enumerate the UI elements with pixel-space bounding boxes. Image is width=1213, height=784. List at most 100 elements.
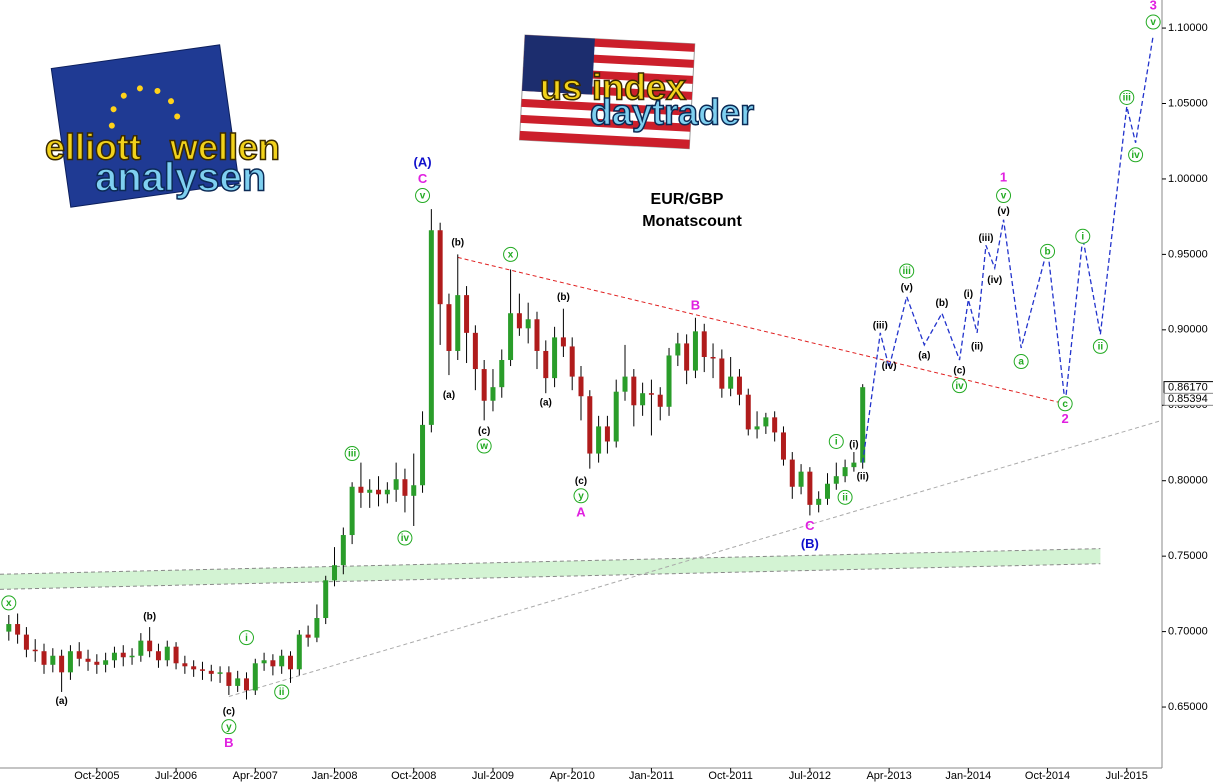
wave-circle: [1128, 147, 1144, 163]
candle-body: [763, 417, 769, 427]
candle-body: [508, 313, 514, 361]
candle-body: [560, 337, 566, 347]
wave-circle: [952, 378, 968, 394]
candle-body: [640, 393, 646, 406]
wave-circle: [1145, 14, 1161, 30]
candle-body: [155, 651, 161, 661]
chart-title: EUR/GBP: [651, 191, 724, 208]
x-tick-label: Jan-2008: [312, 770, 358, 782]
candle-body: [402, 479, 408, 496]
candle-body: [657, 394, 663, 407]
wave-label: (B): [801, 536, 819, 551]
wave-label: (i): [849, 440, 858, 451]
flag-canton: [522, 35, 595, 95]
candle-body: [789, 459, 795, 487]
wave-label: ii: [1098, 342, 1104, 353]
chart-subtitle: Monatscount: [642, 213, 742, 230]
candle-body: [6, 624, 12, 632]
wave-label: v: [1150, 17, 1156, 28]
wave-label: (A): [414, 154, 432, 169]
candle-body: [85, 658, 91, 662]
wave-label: 2: [1062, 411, 1069, 426]
wave-label: iv: [401, 533, 410, 544]
wave-label: iii: [1123, 93, 1132, 104]
wave-label: (ii): [857, 471, 869, 482]
wave-label: (a): [443, 390, 455, 401]
candle-body: [728, 376, 734, 389]
wave-label: B: [691, 298, 700, 313]
wave-label: y: [226, 722, 232, 733]
y-tick-label: 0.70000: [1168, 626, 1208, 638]
wave-circle: [274, 684, 290, 700]
wave-circle: [996, 188, 1012, 204]
wave-label: ii: [842, 492, 848, 503]
wave-label: 1: [1000, 169, 1007, 184]
candle-body: [464, 295, 470, 333]
wave-label: i: [835, 437, 838, 448]
logo-text: daytrader: [590, 92, 754, 133]
wave-label: ii: [279, 687, 285, 698]
wave-label: B: [224, 735, 233, 750]
candle-body: [279, 655, 285, 667]
wave-circle: [1057, 396, 1073, 412]
wave-circle: [238, 630, 254, 646]
candle-body: [76, 651, 82, 659]
x-tick-label: Jan-2014: [945, 770, 991, 782]
band-edge: [0, 563, 1101, 590]
wave-label: y: [578, 491, 584, 502]
wave-circle: [1, 595, 17, 611]
x-tick-label: Apr-2013: [866, 770, 911, 782]
wave-label: a: [1018, 357, 1024, 368]
wave-label: (c): [223, 707, 235, 718]
candle-body: [226, 672, 232, 686]
candle-body: [780, 432, 786, 460]
wave-label: iv: [1131, 150, 1140, 161]
wave-label: (i): [964, 289, 973, 300]
logo-text: us index: [540, 67, 686, 108]
wave-circle: [1040, 243, 1056, 259]
candle-body: [428, 230, 434, 425]
candle-body: [164, 646, 170, 661]
candle-body: [103, 660, 109, 665]
x-tick-label: Oct-2008: [391, 770, 436, 782]
y-tick-label: 0.75000: [1168, 550, 1208, 562]
candle-body: [393, 479, 399, 490]
wave-label: (c): [478, 426, 490, 437]
us-flag: [518, 34, 696, 150]
candle-body: [525, 319, 531, 329]
candle-body: [446, 304, 452, 351]
wave-label: i: [1081, 231, 1084, 242]
candle-body: [719, 358, 725, 389]
candle-body: [552, 337, 558, 379]
wave-label: C: [805, 518, 815, 533]
candle-body: [199, 669, 205, 671]
wave-label: (b): [557, 292, 570, 303]
candle-body: [129, 655, 135, 658]
wave-circle: [344, 446, 360, 462]
wave-label: (iii): [873, 320, 888, 331]
candle-body: [701, 331, 707, 357]
wave-label: (b): [143, 612, 156, 623]
wave-label: c: [1062, 399, 1068, 410]
candle-body: [851, 462, 857, 468]
x-tick-label: Oct-2014: [1025, 770, 1070, 782]
candle-body: [596, 426, 602, 454]
candle-body: [587, 396, 593, 454]
wave-label: iii: [903, 266, 912, 277]
candle-body: [807, 471, 813, 505]
wave-label: C: [418, 171, 428, 186]
candle-body: [349, 486, 355, 536]
wave-circle: [503, 246, 519, 262]
x-tick-label: Jul-2009: [472, 770, 514, 782]
wave-label: x: [508, 250, 514, 261]
candle-body: [147, 640, 153, 652]
candle-body: [32, 649, 38, 652]
candle-body: [111, 652, 117, 661]
logo-text: elliott: [45, 127, 141, 168]
candle-body: [578, 376, 584, 397]
x-tick-label: Oct-2011: [708, 770, 752, 782]
candle-body: [798, 471, 804, 487]
wave-circle: [221, 719, 237, 735]
